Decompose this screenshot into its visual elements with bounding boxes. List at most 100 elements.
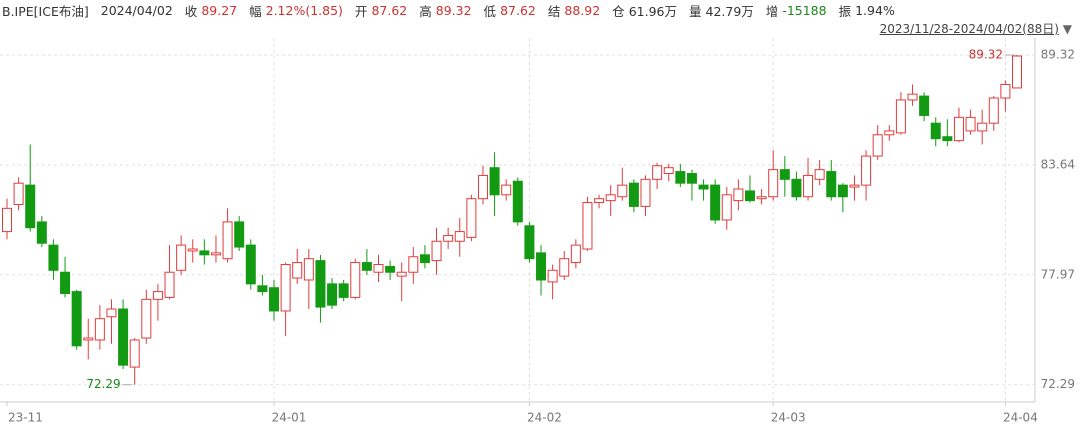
candle-body	[315, 260, 326, 308]
stat-value: 88.92	[564, 2, 601, 18]
y-tick-label: 83.64	[1041, 157, 1075, 171]
candle-body	[814, 169, 825, 180]
stat-value: 87.62	[371, 2, 408, 18]
candle-body	[965, 116, 976, 132]
candle-body	[628, 182, 639, 207]
x-tick-label: 24-01	[272, 411, 307, 425]
candle-body	[245, 244, 256, 285]
candle-body	[698, 184, 709, 190]
candle-body	[512, 180, 523, 223]
candle-body	[710, 184, 721, 221]
candle-body	[466, 198, 477, 238]
candle-body	[60, 271, 71, 295]
candle-body	[779, 169, 790, 180]
candle-body	[408, 256, 419, 273]
min-marker: 72.29	[86, 377, 120, 391]
candle-body	[744, 190, 755, 202]
stat-value: 1.94%	[855, 2, 895, 18]
stat-value: 61.96万	[628, 3, 677, 19]
candle-body	[152, 291, 163, 300]
date: 2024/04/02	[100, 2, 173, 18]
stat-value: -15188	[782, 2, 827, 18]
candle-body	[361, 262, 372, 271]
stat-label: 幅	[249, 3, 262, 19]
candle-body	[199, 250, 210, 256]
stat-value: 89.32	[435, 2, 472, 18]
stat-value: 42.79万	[705, 3, 754, 19]
candle-body	[2, 207, 12, 233]
range-label[interactable]: 2023/11/28-2024/04/02(88日)	[879, 22, 1059, 36]
stat-value: 2.12%(1.85)	[265, 2, 343, 18]
candle-body	[292, 262, 303, 279]
candle-body	[721, 194, 732, 221]
candle-body	[582, 202, 593, 250]
stat-label: 高	[419, 3, 432, 19]
candle-body	[36, 221, 47, 244]
candle-body	[106, 308, 117, 318]
candle-body	[570, 244, 581, 264]
candle-body	[303, 258, 314, 281]
stat-label: 开	[354, 3, 368, 19]
candle-body	[803, 174, 814, 198]
candle-body	[94, 318, 105, 341]
candle-body	[454, 231, 465, 242]
candle-body	[524, 225, 535, 260]
candle-body	[605, 194, 616, 202]
candle-body	[617, 184, 628, 198]
candle-body	[501, 184, 512, 196]
candle-body	[269, 287, 280, 312]
candle-body	[164, 271, 175, 298]
candle-body	[431, 240, 442, 262]
candle-body	[1012, 55, 1022, 89]
y-tick-label: 72.29	[1041, 377, 1075, 391]
candle-body	[826, 171, 837, 198]
stat-value: 89.27	[201, 2, 238, 18]
y-tick-label: 77.97	[1041, 267, 1075, 281]
candle-body	[919, 95, 930, 116]
candle-body	[988, 97, 999, 124]
candle-body	[25, 184, 36, 229]
candle-body	[953, 116, 964, 142]
candle-body	[83, 337, 94, 341]
candle-body	[872, 134, 883, 157]
candle-body	[338, 283, 349, 298]
candle-body	[849, 184, 860, 188]
x-tick-label: 23-11	[8, 411, 43, 425]
stat-label: 仓	[612, 3, 625, 19]
range-selector[interactable]: 2023/11/28-2024/04/02(88日) ▼	[880, 20, 1072, 37]
x-tick-label: 24-02	[527, 411, 562, 425]
candle-body	[419, 254, 430, 264]
candle-body	[477, 174, 488, 200]
candle-body	[884, 130, 895, 136]
range-arrow[interactable]: ▼	[1062, 22, 1072, 36]
candle-body	[686, 173, 697, 184]
candle-body	[942, 136, 953, 142]
max-marker: 89.32	[969, 48, 1003, 62]
candle-body	[536, 252, 547, 281]
x-tick-label: 24-04	[1003, 411, 1038, 425]
candle-body	[675, 171, 686, 184]
candle-body	[559, 258, 570, 277]
candle-body	[222, 221, 233, 260]
candle-body	[652, 165, 663, 180]
stat-label: 量	[688, 3, 702, 19]
candle-body	[443, 234, 454, 242]
candle-body	[257, 285, 268, 293]
stat-label: 低	[483, 3, 497, 19]
stat-label: 结	[547, 3, 561, 19]
stat-label: 增	[765, 3, 779, 19]
candle-body	[187, 248, 198, 252]
candle-body	[594, 198, 605, 204]
candle-body	[837, 184, 848, 198]
candle-body	[129, 339, 140, 368]
candle-body	[489, 167, 500, 196]
candle-body	[48, 244, 59, 271]
stat-value: 87.62	[500, 2, 536, 18]
candle-body	[210, 252, 221, 256]
candle-body	[373, 263, 384, 273]
candle-body	[234, 221, 245, 248]
candle-body	[547, 269, 558, 283]
candle-body	[977, 122, 988, 132]
